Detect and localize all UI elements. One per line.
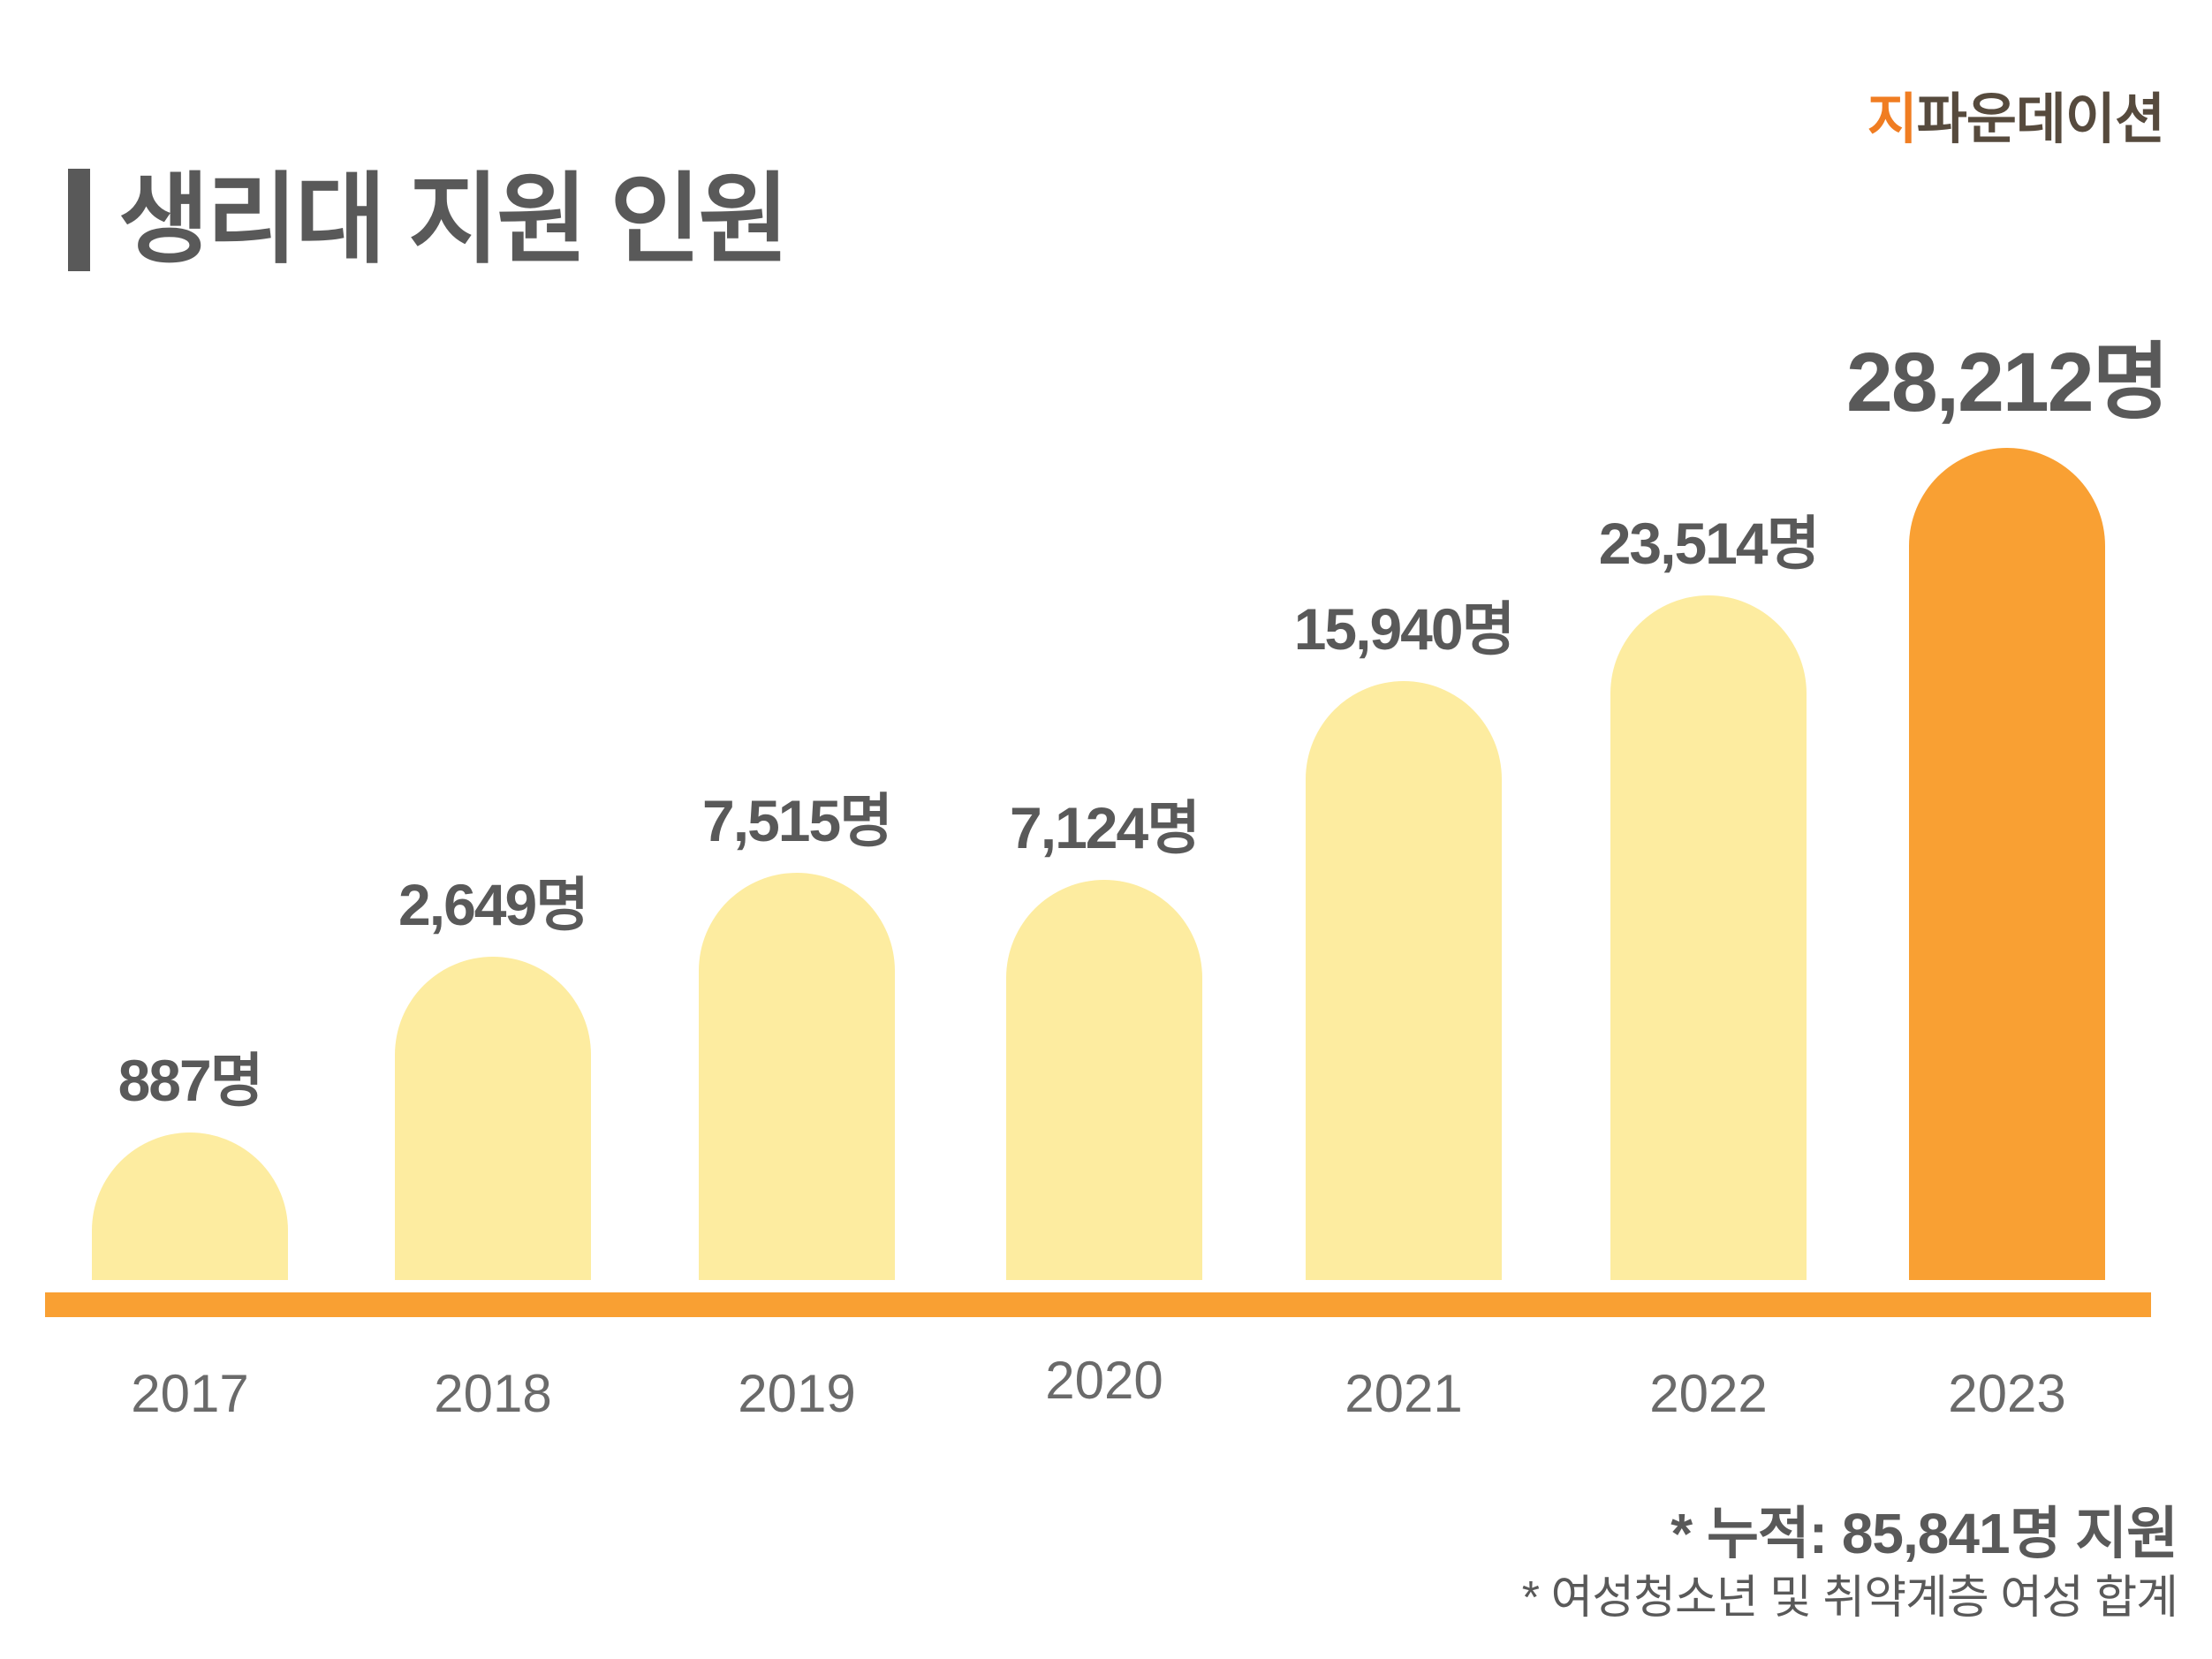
bar-2021 bbox=[1306, 681, 1502, 1280]
bar-2022 bbox=[1610, 595, 1807, 1280]
bar-2020 bbox=[1006, 880, 1202, 1280]
bar-2018 bbox=[395, 957, 591, 1280]
value-label-2019: 7,515명 bbox=[702, 788, 893, 853]
footnote-cumulative: * 누적: 85,841명 지원 bbox=[1670, 1502, 2178, 1565]
title-row: 생리대 지원 인원 bbox=[68, 164, 790, 275]
bar-2017 bbox=[92, 1133, 288, 1280]
logo-prefix: 지 bbox=[1867, 89, 1918, 150]
value-label-2018: 2,649명 bbox=[398, 872, 589, 937]
logo: 지파운데이션 bbox=[1867, 74, 2165, 154]
year-label-2023: 2023 bbox=[1948, 1364, 2066, 1423]
value-label-2022: 23,514명 bbox=[1598, 511, 1821, 576]
year-label-2021: 2021 bbox=[1345, 1364, 1463, 1423]
year-label-2017: 2017 bbox=[131, 1364, 249, 1423]
logo-rest: 파운데이션 bbox=[1916, 89, 2165, 150]
bar-2023 bbox=[1909, 448, 2105, 1280]
value-label-2021: 15,940명 bbox=[1293, 596, 1516, 662]
year-label-2019: 2019 bbox=[738, 1364, 856, 1423]
year-label-2022: 2022 bbox=[1649, 1364, 1768, 1423]
title-accent-bar bbox=[68, 168, 90, 271]
value-label-2023: 28,212명 bbox=[1846, 336, 2170, 429]
bar-2019 bbox=[699, 873, 895, 1280]
page-title: 생리대 지원 인원 bbox=[118, 164, 790, 275]
year-label-2020: 2020 bbox=[1045, 1351, 1163, 1410]
year-label-2018: 2018 bbox=[434, 1364, 552, 1423]
value-label-2020: 7,124명 bbox=[1010, 795, 1201, 860]
value-label-2017: 887명 bbox=[117, 1048, 264, 1113]
footnote-scope: * 여성청소년 및 취약계층 여성 합계 bbox=[1521, 1572, 2178, 1624]
x-axis-line bbox=[45, 1292, 2151, 1317]
